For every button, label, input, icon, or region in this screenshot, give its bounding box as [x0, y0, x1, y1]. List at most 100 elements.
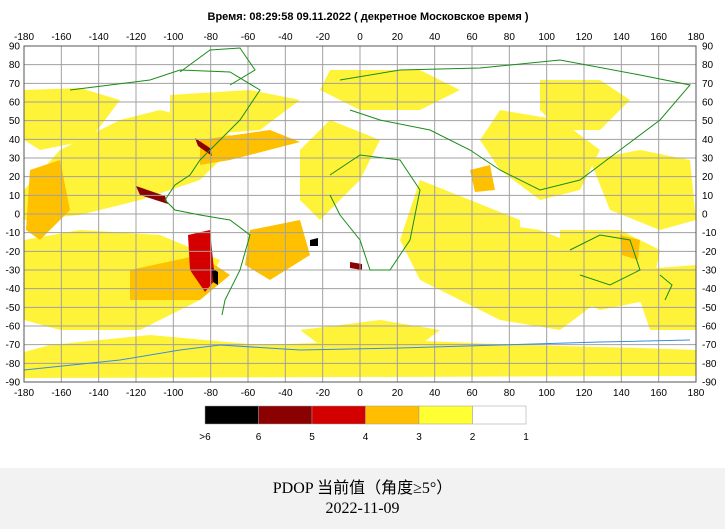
zone-orange-north-atlantic: [200, 130, 300, 165]
lat-tick-label: 60: [9, 98, 21, 109]
lat-tick-label: -30: [6, 266, 21, 277]
lon-tick-label: -20: [315, 388, 330, 399]
lon-axis-top: -180 -160 -140 -120 -100 -80 -60 -40 -20 0 20 40 60 8…: [14, 32, 705, 43]
lat-tick-label: -50: [702, 303, 717, 314]
coastlines: [69, 47, 691, 316]
lat-tick-label: 80: [9, 60, 21, 71]
legend-swatch: [365, 405, 420, 425]
zone-black-atlantic: [310, 238, 318, 246]
lon-tick-label: -60: [241, 388, 256, 399]
legend-label: 3: [416, 432, 422, 443]
lat-tick-label: -10: [702, 228, 717, 239]
lat-tick-label: -20: [702, 247, 717, 258]
legend-swatch: [472, 405, 527, 425]
lon-tick-label: 140: [613, 32, 630, 43]
lat-tick-label: 70: [9, 79, 21, 90]
legend-label: 2: [470, 432, 476, 443]
lon-axis-bottom: -180 -160 -140 -120 -100 -80 -60 -40 -20 0 20 40 60 8…: [14, 388, 705, 399]
pdop-map: Время: 08:29:58 09.11.2022 ( декретное М…: [6, 11, 717, 443]
plot-frame: [23, 45, 697, 383]
pdop-figure: Время: 08:29:58 09.11.2022 ( декретное М…: [0, 0, 725, 468]
lat-tick-label: 10: [9, 191, 21, 202]
coast-africa: [329, 154, 421, 271]
legend-label: 6: [256, 432, 262, 443]
lon-tick-label: -100: [163, 388, 183, 399]
coast-antarctica: [23, 339, 691, 371]
zone-orange-arabia: [470, 165, 495, 192]
coast-south-america: [199, 214, 251, 316]
lon-tick-label: -160: [51, 32, 71, 43]
zone-pacific-west: [590, 150, 696, 230]
lon-tick-label: -120: [126, 32, 146, 43]
lat-tick-label: 50: [9, 116, 21, 127]
lat-tick-label: -80: [6, 359, 21, 370]
lat-tick-label: -70: [6, 340, 21, 351]
zone-darkred-atlantic: [195, 138, 212, 156]
lon-tick-label: -180: [14, 32, 34, 43]
zone-pacific-south: [24, 110, 240, 220]
zone-orange-south-america: [245, 220, 310, 280]
lon-tick-label: 100: [538, 388, 555, 399]
lon-tick-label: 120: [576, 32, 593, 43]
legend-label: >6: [199, 432, 211, 443]
lon-tick-label: 60: [466, 388, 478, 399]
lon-tick-label: 160: [650, 32, 667, 43]
lon-tick-label: 160: [650, 388, 667, 399]
lat-tick-label: 50: [702, 116, 714, 127]
legend-swatch: [311, 405, 366, 425]
zone-south-pacific: [24, 230, 220, 330]
lon-tick-label: 120: [576, 388, 593, 399]
lat-tick-label: -90: [6, 378, 21, 389]
lon-tick-label: -80: [203, 388, 218, 399]
lon-tick-label: -160: [51, 388, 71, 399]
lon-tick-label: 20: [392, 388, 404, 399]
coast-australia: [569, 234, 641, 286]
lon-tick-label: 100: [538, 32, 555, 43]
lat-tick-label: 20: [9, 172, 21, 183]
legend-swatch: [258, 405, 313, 425]
lat-tick-label: -10: [6, 228, 21, 239]
lat-tick-label: -40: [6, 284, 21, 295]
lon-tick-label: 180: [688, 388, 705, 399]
legend-label: 1: [523, 432, 529, 443]
lon-tick-label: 20: [392, 32, 404, 43]
legend-swatch: [204, 405, 259, 425]
legend-swatch: [418, 405, 473, 425]
caption-title: PDOP 当前值（角度≥5°）: [272, 480, 453, 497]
lat-tick-label: 80: [702, 60, 714, 71]
lat-tick-label: 60: [702, 98, 714, 109]
lat-tick-label: 30: [9, 154, 21, 165]
lat-tick-label: -40: [702, 284, 717, 295]
lat-tick-label: 70: [702, 79, 714, 90]
lon-tick-label: 40: [429, 32, 441, 43]
legend-label: 5: [309, 432, 315, 443]
lat-axis-right: 90 80 70 60 50 40 30 20 10 0 -10 -20 -30 -40 -50 -60 -70…: [702, 42, 717, 389]
pdop-legend: >6 6 5 4 3 2 1: [199, 405, 529, 443]
pdop-high-zones: [136, 138, 362, 292]
lon-tick-label: 140: [613, 388, 630, 399]
lon-tick-label: -140: [89, 388, 109, 399]
lat-tick-label: 10: [702, 191, 714, 202]
zone-siberia: [540, 80, 630, 130]
lat-tick-label: -50: [6, 303, 21, 314]
caption-date: 2022-11-09: [325, 500, 400, 517]
lat-tick-label: 40: [9, 135, 21, 146]
lon-tick-label: 0: [357, 32, 363, 43]
coast-new-zealand: [659, 274, 673, 301]
lat-tick-label: -60: [6, 322, 21, 333]
lat-tick-label: -30: [702, 266, 717, 277]
lat-axis-left: 90 80 70 60 50 40 30 20 10 0 -10 -20 -30 -40 -50 -60 -70…: [6, 42, 21, 389]
lon-tick-label: 180: [688, 32, 705, 43]
lon-tick-label: -80: [203, 32, 218, 43]
lon-tick-label: -40: [278, 32, 293, 43]
lon-tick-label: 80: [504, 388, 516, 399]
zone-orange-pacific: [26, 160, 70, 240]
lat-tick-label: 40: [702, 135, 714, 146]
lat-tick-label: 0: [702, 210, 708, 221]
zone-tasman: [630, 265, 696, 330]
coast-eurasia: [339, 59, 691, 191]
lon-tick-label: 0: [357, 388, 363, 399]
lat-tick-label: -80: [702, 359, 717, 370]
lat-tick-label: 20: [702, 172, 714, 183]
lon-tick-label: -100: [163, 32, 183, 43]
